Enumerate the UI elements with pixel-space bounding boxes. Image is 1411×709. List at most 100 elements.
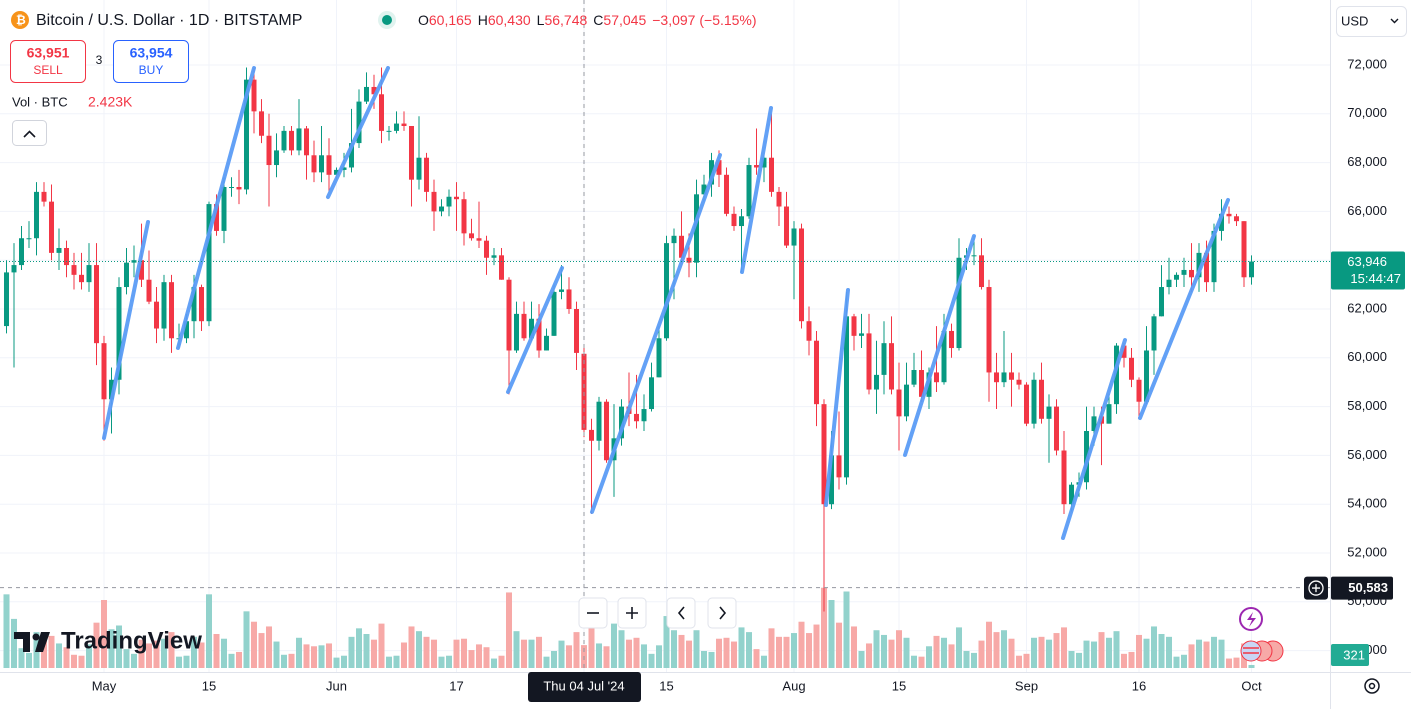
scroll-left-button[interactable]	[666, 597, 696, 629]
volume-bar	[678, 634, 685, 668]
candle-body	[1196, 252, 1202, 278]
candle-body	[986, 287, 992, 373]
y-tick-label: 56,000	[1347, 447, 1387, 462]
volume-bar	[851, 626, 857, 668]
candle-body	[1204, 252, 1209, 283]
candle-body	[551, 291, 557, 336]
candle-body	[634, 413, 639, 422]
volume-bar	[438, 656, 445, 668]
volume-bar	[3, 594, 10, 668]
candle-body	[889, 343, 894, 390]
chevron-right	[719, 606, 727, 620]
volume-bar	[63, 647, 70, 668]
candle-body	[746, 165, 752, 217]
volume-bar	[116, 625, 122, 668]
volume-bar	[378, 623, 385, 668]
candle-body	[131, 260, 137, 263]
candle-body	[1234, 216, 1239, 222]
volume-bar	[18, 648, 25, 668]
candle-body	[769, 157, 774, 192]
grid	[0, 0, 1330, 672]
collapse-button[interactable]	[12, 120, 47, 146]
candle-body	[296, 128, 302, 151]
candle-body	[544, 335, 549, 351]
settings-icon[interactable]	[1364, 678, 1380, 694]
sell-price: 63,951	[27, 45, 70, 61]
candle-body	[484, 240, 489, 258]
candle-body	[319, 155, 324, 173]
candle-body	[934, 372, 939, 383]
candle-body	[349, 143, 354, 168]
trend-line	[176, 66, 256, 350]
candle-body	[304, 128, 309, 156]
countdown-label: 15:44:47	[1350, 271, 1401, 286]
volume-bar	[791, 633, 797, 668]
candle-body	[1144, 350, 1149, 402]
volume-bar	[243, 611, 250, 668]
volume-bar	[933, 635, 940, 668]
buy-button[interactable]	[113, 40, 189, 83]
volume-bar	[626, 639, 632, 668]
candle-body	[874, 374, 879, 390]
candle-body	[1061, 450, 1067, 505]
volume-bar	[566, 645, 572, 668]
buy-price: 63,954	[130, 45, 173, 61]
candle-body	[4, 272, 9, 327]
y-tick-label: 58,000	[1347, 398, 1387, 413]
volume-bar	[258, 633, 265, 668]
trend-line	[740, 106, 773, 274]
volume-bar	[663, 616, 670, 668]
candle-body	[619, 406, 624, 439]
gear-ring	[1364, 678, 1380, 694]
volume-bar	[761, 655, 767, 668]
volume-bar	[1136, 634, 1142, 668]
volume-bar	[1106, 637, 1112, 668]
volume-bar	[866, 643, 872, 668]
candle-body	[709, 160, 714, 185]
candle-body	[1241, 221, 1247, 278]
candle-body	[1069, 484, 1074, 505]
volume-bar	[86, 644, 92, 668]
candle-body	[394, 123, 399, 131]
candle-body	[776, 191, 782, 207]
volume-bar	[1091, 641, 1097, 668]
scroll-right-button[interactable]	[707, 597, 737, 629]
volume-label: 321	[1343, 647, 1365, 662]
candle-body	[94, 265, 99, 344]
candle-body	[154, 301, 159, 329]
volume-bar	[513, 631, 520, 668]
currency-select[interactable]	[1336, 6, 1407, 37]
volume-bar	[1113, 631, 1120, 668]
candle-body	[491, 255, 497, 258]
volume-bar	[1016, 655, 1022, 668]
volume-bar	[26, 652, 32, 668]
candle-body	[19, 238, 24, 266]
candle-body	[979, 255, 984, 288]
volume-bar	[708, 651, 715, 668]
volume-bar	[558, 640, 565, 668]
logo-mark	[14, 632, 30, 652]
volume-bar	[926, 646, 932, 668]
candle-body	[116, 287, 122, 380]
volume-bar	[498, 655, 505, 668]
volume-bar	[956, 627, 962, 668]
y-tick-label: 62,000	[1347, 300, 1387, 315]
sell-button[interactable]	[10, 40, 86, 83]
y-tick-label: 70,000	[1347, 105, 1387, 120]
candle-body	[341, 167, 347, 170]
flag-icon[interactable]	[1240, 640, 1262, 662]
volume-bar	[123, 649, 130, 668]
volume-bar	[753, 649, 760, 668]
y-tick-label: 66,000	[1347, 203, 1387, 218]
volume-bar	[828, 600, 835, 668]
candle-body	[431, 191, 437, 212]
candle-body	[859, 333, 864, 336]
ohlc-value: 60,430	[488, 12, 531, 28]
candle-body	[401, 123, 407, 126]
candle-body	[844, 316, 849, 478]
volume-bar	[146, 643, 152, 668]
volume-bar	[416, 631, 422, 668]
trend-lines	[102, 66, 1230, 540]
